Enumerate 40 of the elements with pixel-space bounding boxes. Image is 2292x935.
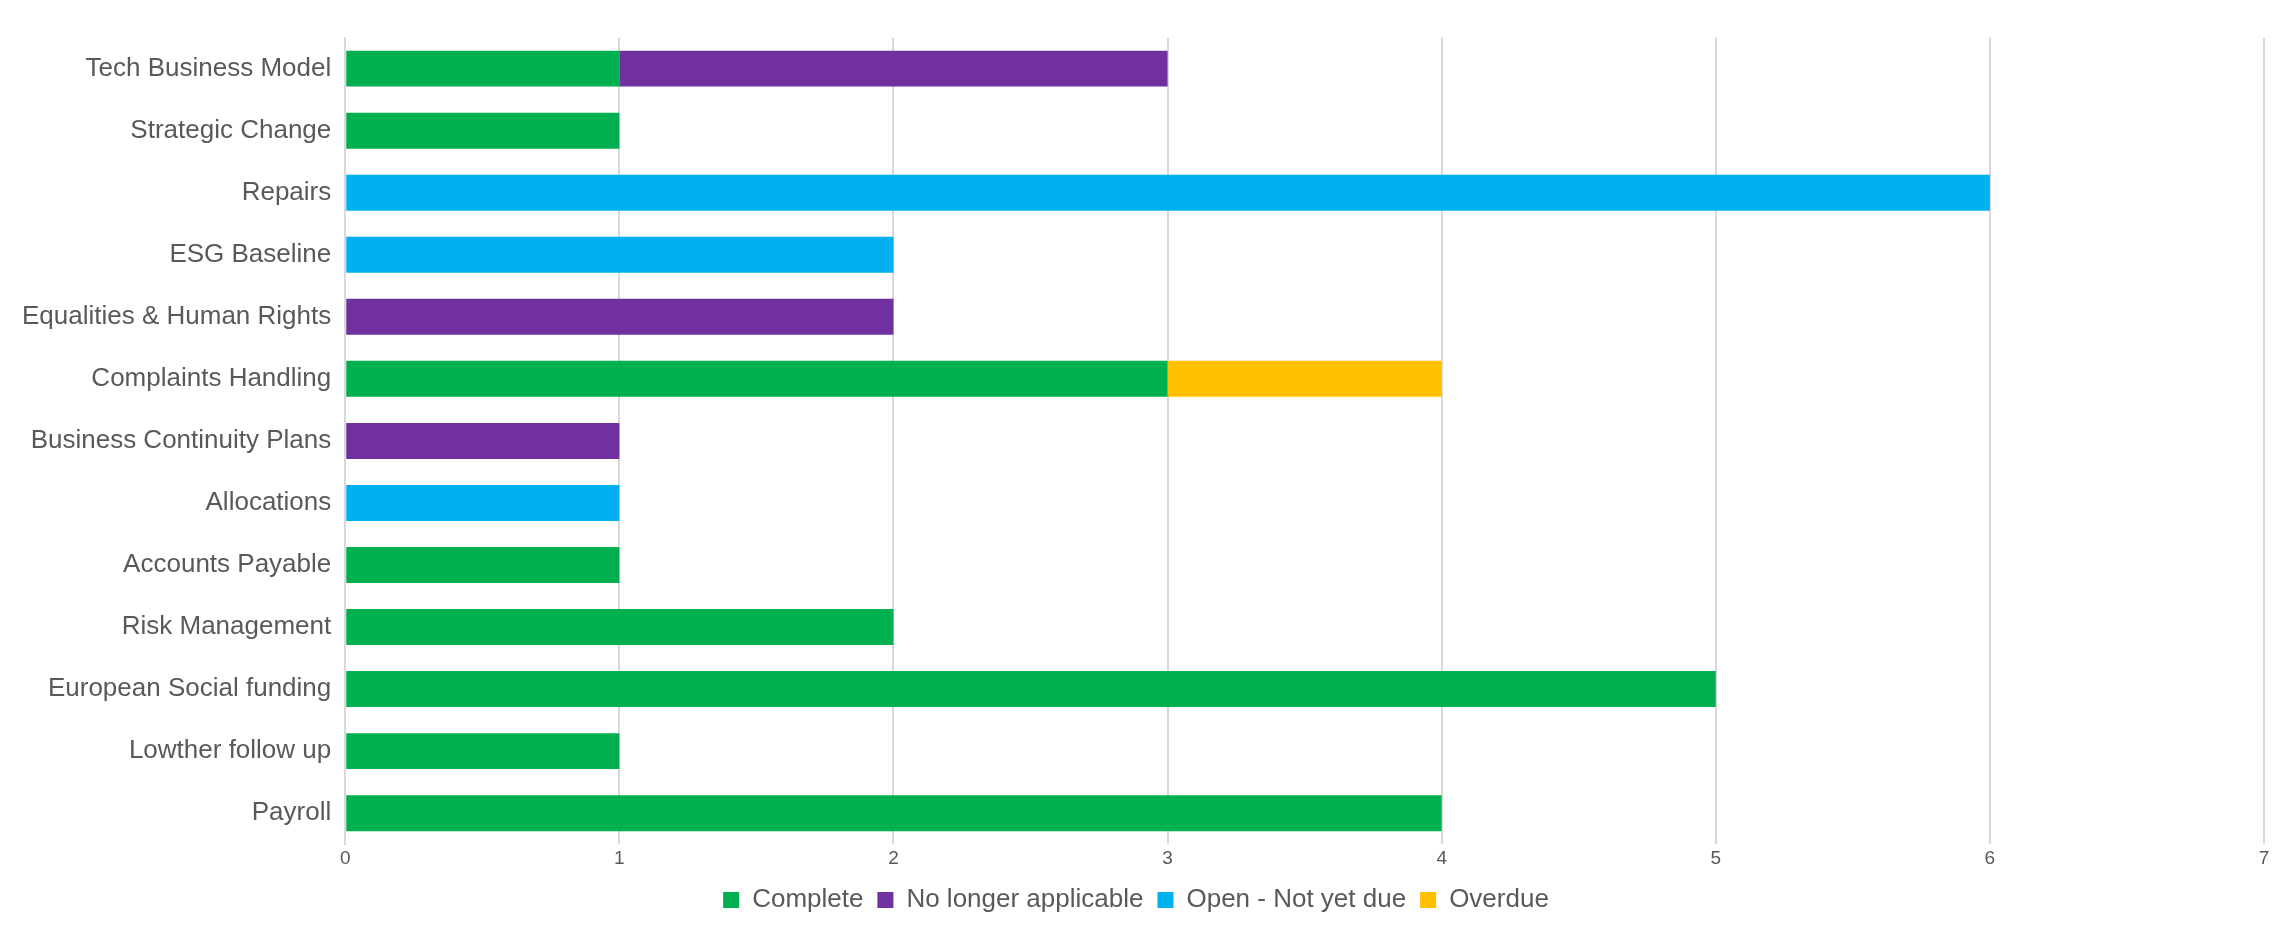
y-tick-label: Business Continuity Plans [30,424,332,455]
y-tick-label: Tech Business Model [85,51,332,82]
legend-label: Complete [752,883,864,914]
legend-label: Overdue [1449,883,1549,914]
bar [346,174,1990,211]
legend-label: No longer applicable [906,883,1144,914]
y-tick-label: Lowther follow up [128,734,332,765]
y-tick-label: Allocations [205,486,332,517]
bar [346,484,620,521]
bar [1167,360,1442,397]
bar [346,298,894,335]
x-tick-label: 3 [1162,846,1173,868]
x-tick-label: 0 [339,846,351,868]
bar [346,112,620,149]
x-tick-label: 6 [1984,846,1996,868]
bar [346,50,620,87]
y-tick-label: Strategic Change [130,113,332,144]
y-tick-label: ESG Baseline [169,237,332,268]
bar [346,733,620,770]
bar [346,671,1716,708]
y-tick-label: Repairs [241,175,332,206]
bar [619,50,1168,87]
x-tick-label: 5 [1710,846,1722,868]
bar [346,609,894,646]
y-tick-label: Accounts Payable [123,548,332,579]
x-tick-label: 7 [2258,846,2270,868]
bar [346,422,620,459]
x-tick-label: 1 [614,846,625,868]
bar [346,547,620,583]
bar [346,236,894,273]
y-tick-label: Risk Management [121,610,333,641]
legend-label: Open - Not yet due [1186,883,1407,914]
x-tick-label: 2 [888,846,899,868]
y-tick-label: Equalities & Human Rights [21,299,332,330]
x-tick-label: 4 [1436,846,1448,868]
y-tick-label: Payroll [251,796,332,827]
y-tick-label: Complaints Handling [91,362,332,393]
bar [346,360,1168,397]
bar [346,795,1442,832]
y-tick-label: European Social funding [47,672,332,703]
